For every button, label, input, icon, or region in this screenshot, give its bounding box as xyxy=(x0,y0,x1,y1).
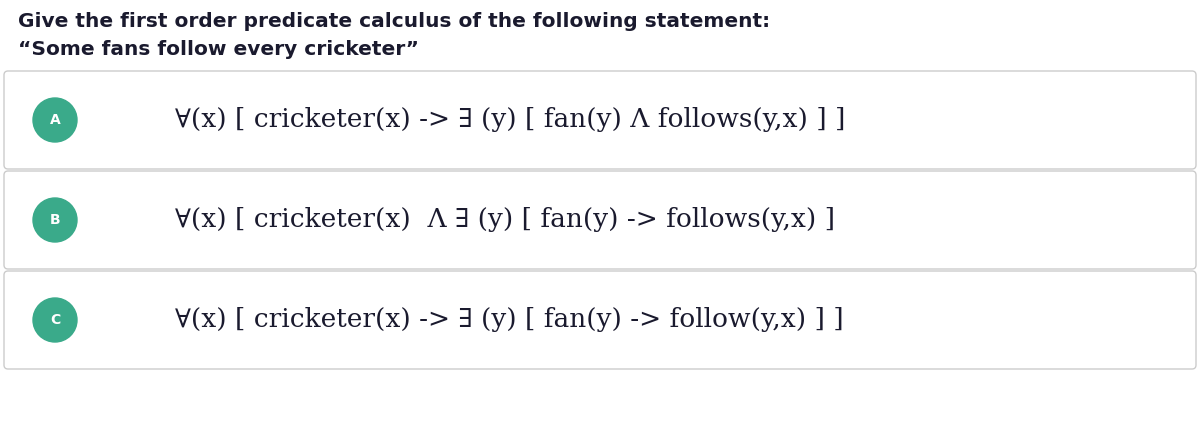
Text: Give the first order predicate calculus of the following statement:: Give the first order predicate calculus … xyxy=(18,12,770,31)
Circle shape xyxy=(34,198,77,242)
Text: “Some fans follow every cricketer”: “Some fans follow every cricketer” xyxy=(18,40,419,59)
Text: ∀(x) [ cricketer(x)  Λ ∃ (y) [ fan(y) -> follows(y,x) ]: ∀(x) [ cricketer(x) Λ ∃ (y) [ fan(y) -> … xyxy=(175,207,835,232)
Circle shape xyxy=(34,98,77,142)
FancyBboxPatch shape xyxy=(4,171,1196,269)
Text: C: C xyxy=(50,313,60,327)
FancyBboxPatch shape xyxy=(4,71,1196,169)
FancyBboxPatch shape xyxy=(4,271,1196,369)
Text: B: B xyxy=(49,213,60,227)
Circle shape xyxy=(34,298,77,342)
Text: A: A xyxy=(49,113,60,127)
Text: ∀(x) [ cricketer(x) -> ∃ (y) [ fan(y) -> follow(y,x) ] ]: ∀(x) [ cricketer(x) -> ∃ (y) [ fan(y) ->… xyxy=(175,307,844,332)
Text: ∀(x) [ cricketer(x) -> ∃ (y) [ fan(y) Λ follows(y,x) ] ]: ∀(x) [ cricketer(x) -> ∃ (y) [ fan(y) Λ … xyxy=(175,108,845,133)
